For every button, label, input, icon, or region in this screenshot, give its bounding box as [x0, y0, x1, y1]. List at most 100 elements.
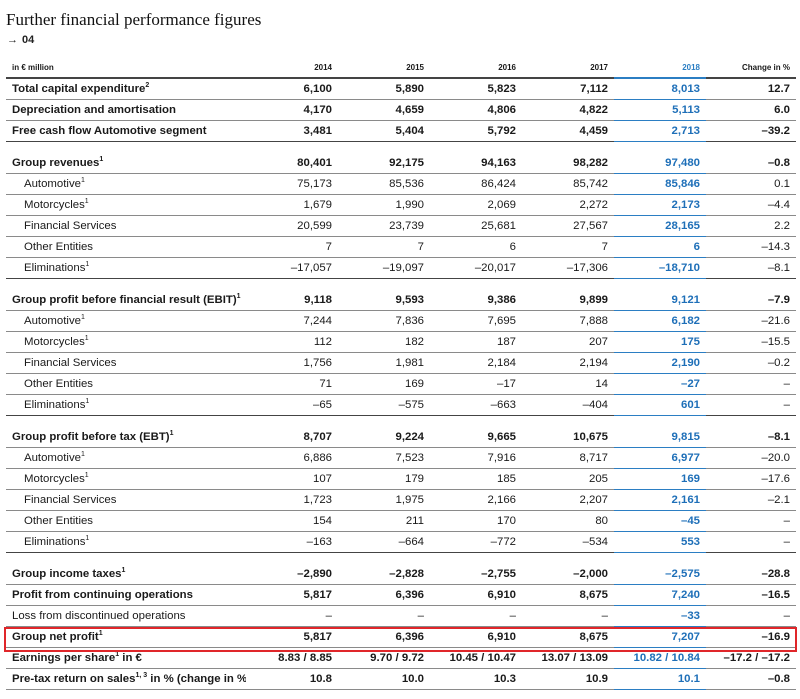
row-label: Motorcycles1: [6, 331, 246, 353]
value-cell-2018: 10.82 / 10.84: [614, 647, 706, 669]
change-cell: –: [706, 510, 796, 532]
change-cell: –15.5: [706, 331, 796, 353]
value-cell-2017: 207: [522, 331, 614, 353]
footnote-marker: 1: [85, 398, 90, 405]
value-cell-2015: 169: [338, 373, 430, 395]
value-cell-2014: –17,057: [246, 257, 338, 279]
value-cell-2016: 7,916: [430, 447, 522, 469]
row-label: Loss from discontinued operations: [6, 605, 246, 627]
table-row-depr: Depreciation and amortisation 4,170 4,659 4…: [6, 99, 796, 121]
value-cell-2016: 9,386: [430, 290, 522, 311]
value-cell-2018: –27: [614, 373, 706, 395]
value-cell-2017: 8,675: [522, 626, 614, 648]
value-cell-2014: 71: [246, 373, 338, 395]
value-cell-2017: 14: [522, 373, 614, 395]
change-cell: –0.2: [706, 352, 796, 374]
table-row-ebt-elim: Eliminations1 –163 –664 –772 –534 553–: [6, 531, 796, 553]
table-row-rev: Group revenues1 80,401 92,175 94,163 98,282 9…: [6, 153, 796, 174]
row-label-text: Depreciation and amortisation: [12, 104, 176, 116]
value-cell-2017: –404: [522, 394, 614, 416]
row-label: Free cash flow Automotive segment: [6, 120, 246, 142]
row-label: Financial Services: [6, 489, 246, 511]
table-row-tax: Group income taxes1 –2,890 –2,828 –2,755 –2,…: [6, 564, 796, 585]
footnote-marker: 1: [85, 535, 90, 542]
value-cell-2015: 9,224: [338, 427, 430, 448]
value-cell-2016: 10.3: [430, 668, 522, 690]
change-cell: 2.2: [706, 215, 796, 237]
change-cell: –0.8: [706, 668, 796, 690]
change-cell: –4.4: [706, 194, 796, 216]
row-label: Group profit before tax (EBT)1: [6, 427, 246, 448]
change-cell: –8.1: [706, 257, 796, 279]
change-cell: –39.2: [706, 120, 796, 142]
row-label-text: Automotive: [24, 315, 81, 327]
value-cell-2015: –: [338, 605, 430, 627]
change-cell: –21.6: [706, 310, 796, 332]
value-cell-2016: 6,910: [430, 626, 522, 648]
unit-label: in € million: [6, 61, 246, 79]
row-label-text: Eliminations: [24, 262, 86, 274]
value-cell-2018: 601: [614, 394, 706, 416]
table-row-ebt: Group profit before tax (EBT)1 8,707 9,224…: [6, 427, 796, 448]
col-header-2015: 2015: [338, 61, 430, 79]
value-cell-2018: 2,173: [614, 194, 706, 216]
change-cell: –17.2 / –17.2: [706, 647, 796, 669]
value-cell-2018: 6,182: [614, 310, 706, 332]
table-row-eps: Earnings per share1 in €8.83 / 8.85 9.70 …: [6, 647, 796, 669]
spacer-row: [6, 142, 796, 154]
row-label-text: Motorcycles: [24, 199, 85, 211]
value-cell-2018: 6,977: [614, 447, 706, 469]
change-cell: 6.0: [706, 99, 796, 121]
value-cell-2015: 1,981: [338, 352, 430, 374]
row-label-text: Group profit before tax (EBT): [12, 431, 170, 443]
footnote-marker: 2: [145, 82, 150, 89]
value-cell-2015: 6,396: [338, 626, 430, 648]
spacer-cell: [6, 142, 796, 154]
footnote-marker: 1: [236, 293, 241, 300]
value-cell-2015: 7,836: [338, 310, 430, 332]
value-cell-2014: 75,173: [246, 173, 338, 195]
table-row-ebit: Group profit before financial result (EB…: [6, 290, 796, 311]
value-cell-2015: 1,990: [338, 194, 430, 216]
value-cell-2014: 8.83 / 8.85: [246, 647, 338, 669]
value-cell-2018: –18,710: [614, 257, 706, 279]
footnote-marker: 1: [84, 472, 89, 479]
value-cell-2014: 7: [246, 236, 338, 258]
spacer-row: [6, 553, 796, 565]
value-cell-2018: –2,575: [614, 564, 706, 585]
change-cell: –0.8: [706, 153, 796, 174]
spacer-cell: [6, 416, 796, 428]
row-label: Other Entities: [6, 373, 246, 395]
value-cell-2017: 9,899: [522, 290, 614, 311]
table-row-capex: Total capital expenditure2 6,100 5,890 5,82…: [6, 78, 796, 100]
value-cell-2017: 205: [522, 468, 614, 490]
row-label-text: Total capital expenditure: [12, 83, 146, 95]
value-cell-2015: 5,404: [338, 120, 430, 142]
value-cell-2017: 10.9: [522, 668, 614, 690]
value-cell-2014: 80,401: [246, 153, 338, 174]
row-label: Financial Services: [6, 352, 246, 374]
value-cell-2014: 154: [246, 510, 338, 532]
spacer-row: [6, 416, 796, 428]
value-cell-2018: 8,013: [614, 78, 706, 100]
value-cell-2014: 9,118: [246, 290, 338, 311]
value-cell-2017: 7: [522, 236, 614, 258]
spacer-cell: [6, 279, 796, 291]
value-cell-2014: 7,244: [246, 310, 338, 332]
value-cell-2015: 6,396: [338, 584, 430, 606]
change-cell: –2.1: [706, 489, 796, 511]
value-cell-2018: 7,207: [614, 626, 706, 648]
value-cell-2017: 13.07 / 13.09: [522, 647, 614, 669]
value-cell-2018: 2,161: [614, 489, 706, 511]
footnote-marker: 1: [98, 630, 103, 637]
row-label-suffix: in % (change in %pts): [150, 673, 246, 685]
row-label-text: Group revenues: [12, 157, 100, 169]
value-cell-2017: 8,717: [522, 447, 614, 469]
row-label: Group revenues1: [6, 153, 246, 174]
change-cell: –: [706, 373, 796, 395]
footnote-marker: 1: [84, 198, 89, 205]
row-label-text: Profit from continuing operations: [12, 589, 193, 601]
value-cell-2016: 4,806: [430, 99, 522, 121]
col-header-2018: 2018: [614, 61, 706, 79]
table-row-ebt-fs: Financial Services 1,723 1,975 2,166 2,207 2,…: [6, 489, 796, 511]
